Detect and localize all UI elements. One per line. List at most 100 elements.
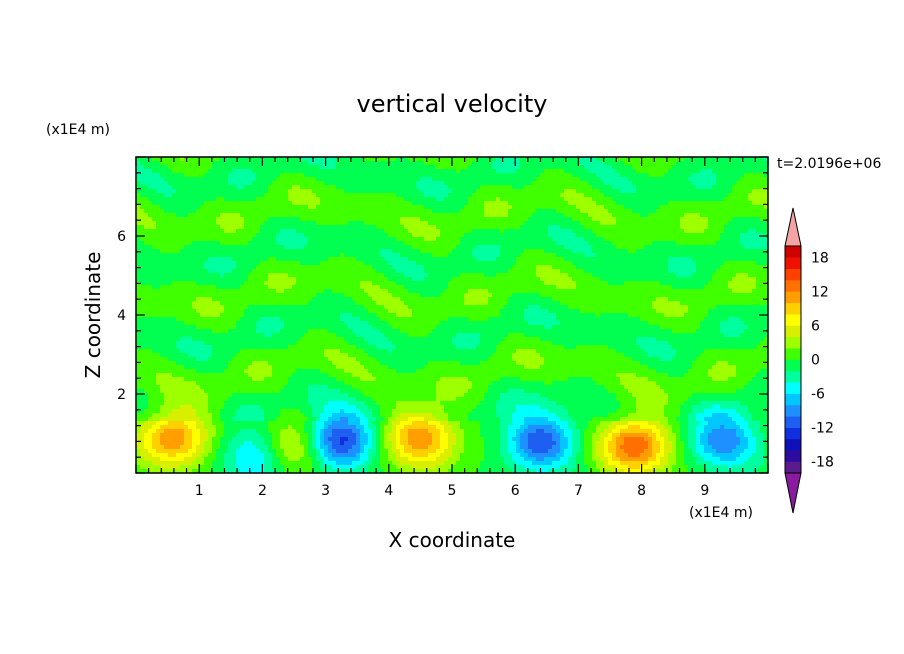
field-cell <box>272 249 277 254</box>
field-cell <box>340 265 345 270</box>
field-cell <box>340 397 345 402</box>
field-cell <box>376 261 381 266</box>
field-cell <box>236 173 241 178</box>
field-cell <box>160 289 165 294</box>
field-cell <box>320 197 325 202</box>
field-cell <box>352 393 357 398</box>
field-cell <box>312 165 317 170</box>
field-cell <box>192 337 197 342</box>
field-cell <box>296 289 301 294</box>
field-cell <box>136 321 141 326</box>
field-cell <box>356 193 361 198</box>
field-cell <box>188 301 193 306</box>
field-cell <box>384 401 389 406</box>
field-cell <box>308 193 313 198</box>
field-cell <box>172 205 177 210</box>
field-cell <box>248 465 253 470</box>
field-cell <box>144 257 149 262</box>
field-cell <box>300 157 305 162</box>
field-cell <box>380 185 385 190</box>
field-cell <box>148 397 153 402</box>
field-cell <box>200 353 205 358</box>
field-cell <box>304 261 309 266</box>
field-cell <box>232 269 237 274</box>
field-cell <box>144 469 149 474</box>
field-cell <box>340 421 345 426</box>
field-cell <box>172 401 177 406</box>
field-cell <box>368 441 373 446</box>
field-cell <box>264 353 269 358</box>
field-cell <box>248 229 253 234</box>
field-cell <box>276 377 281 382</box>
field-cell <box>348 337 353 342</box>
field-cell <box>376 237 381 242</box>
field-cell <box>224 381 229 386</box>
field-cell <box>240 233 245 238</box>
field-cell <box>236 197 241 202</box>
field-cell <box>188 309 193 314</box>
field-cell <box>312 377 317 382</box>
field-cell <box>224 349 229 354</box>
field-cell <box>152 437 157 442</box>
field-cell <box>152 413 157 418</box>
field-cell <box>296 457 301 462</box>
field-cell <box>240 465 245 470</box>
field-cell <box>316 461 321 466</box>
field-cell <box>308 281 313 286</box>
field-cell <box>376 389 381 394</box>
field-cell <box>308 345 313 350</box>
field-cell <box>296 349 301 354</box>
field-cell <box>304 197 309 202</box>
field-cell <box>260 213 265 218</box>
field-cell <box>220 393 225 398</box>
field-cell <box>200 441 205 446</box>
field-cell <box>280 173 285 178</box>
field-cell <box>256 329 261 334</box>
field-cell <box>324 349 329 354</box>
field-cell <box>348 321 353 326</box>
field-cell <box>380 285 385 290</box>
field-cell <box>348 401 353 406</box>
field-cell <box>308 253 313 258</box>
field-cell <box>220 337 225 342</box>
field-cell <box>136 373 141 378</box>
field-cell <box>176 313 181 318</box>
field-cell <box>212 357 217 362</box>
field-cell <box>236 169 241 174</box>
field-cell <box>184 401 189 406</box>
field-cell <box>244 353 249 358</box>
field-cell <box>284 417 289 422</box>
field-cell <box>172 265 177 270</box>
field-cell <box>268 165 273 170</box>
field-cell <box>172 277 177 282</box>
field-cell <box>196 173 201 178</box>
field-cell <box>220 357 225 362</box>
field-cell <box>340 333 345 338</box>
field-cell <box>332 417 337 422</box>
field-cell <box>316 329 321 334</box>
field-cell <box>152 161 157 166</box>
field-cell <box>252 229 257 234</box>
field-cell <box>244 233 249 238</box>
field-cell <box>176 317 181 322</box>
field-cell <box>228 445 233 450</box>
field-cell <box>328 333 333 338</box>
field-cell <box>204 421 209 426</box>
field-cell <box>328 373 333 378</box>
field-cell <box>152 253 157 258</box>
field-cell <box>340 381 345 386</box>
field-cell <box>220 229 225 234</box>
field-cell <box>276 425 281 430</box>
field-cell <box>220 401 225 406</box>
field-cell <box>228 413 233 418</box>
field-cell <box>216 273 221 278</box>
field-cell <box>352 421 357 426</box>
field-cell <box>180 365 185 370</box>
field-cell <box>176 321 181 326</box>
field-cell <box>228 449 233 454</box>
field-cell <box>284 217 289 222</box>
field-cell <box>228 245 233 250</box>
field-cell <box>236 373 241 378</box>
field-cell <box>276 289 281 294</box>
field-cell <box>176 389 181 394</box>
